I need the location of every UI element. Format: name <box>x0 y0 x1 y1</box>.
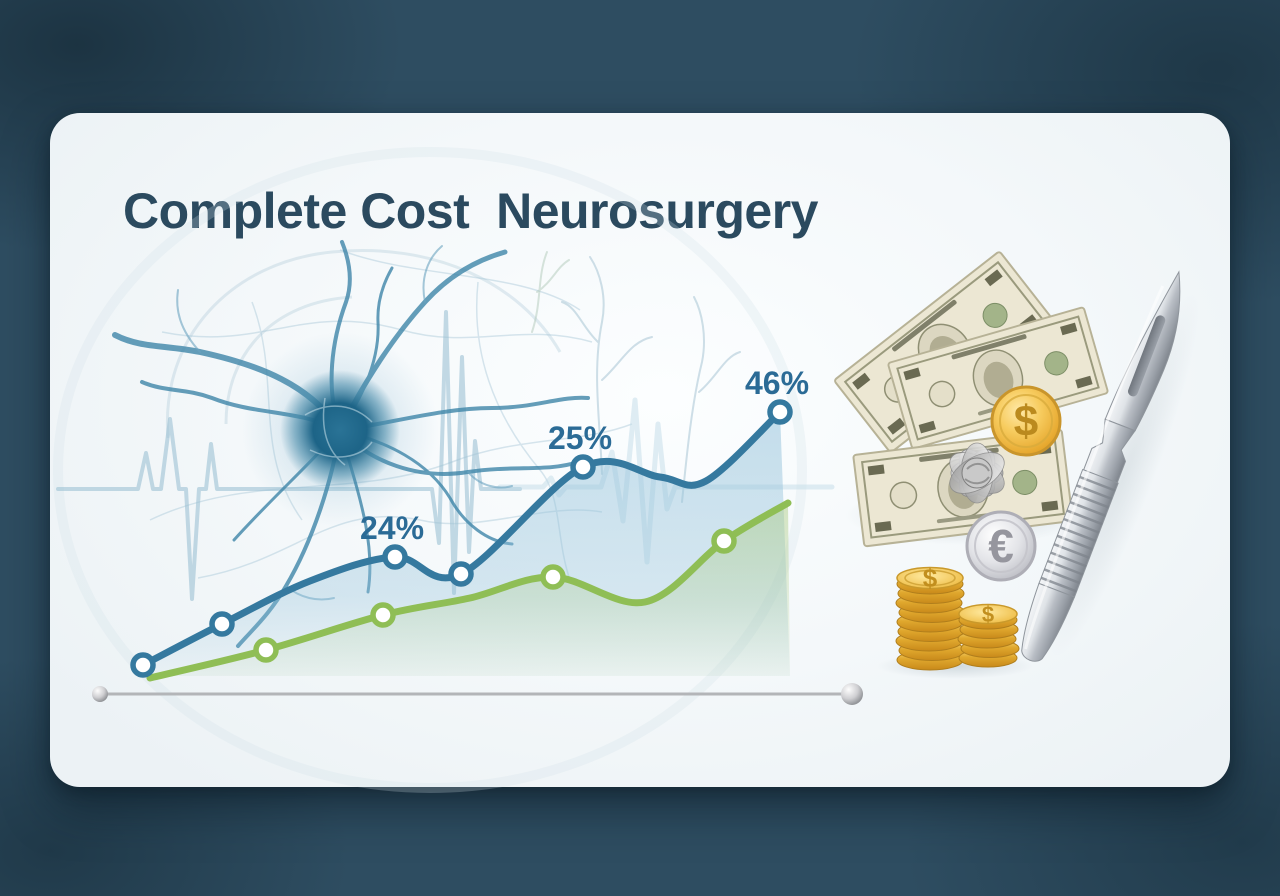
page-title: Complete Cost Neurosurgery <box>123 183 818 239</box>
